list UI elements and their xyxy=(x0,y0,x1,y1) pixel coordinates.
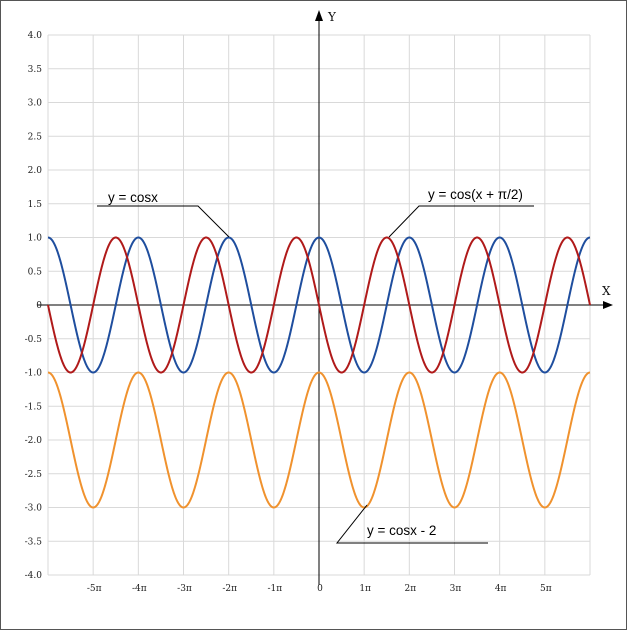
y-axis-label: Y xyxy=(327,10,337,24)
y-tick-label: -2.0 xyxy=(25,436,43,446)
x-tick-label: 3π xyxy=(450,584,462,594)
y-tick-label: 3.0 xyxy=(28,99,43,109)
y-tick-label: 1.0 xyxy=(28,234,43,244)
y-tick-label: -3.0 xyxy=(25,504,43,514)
annotation-leader-cosx xyxy=(97,205,230,238)
tick-labels: 4.0 3.5 3.0 2.5 2.0 1.5 1.0 0.5 0 -0.5 -1.0 -1.5 -2.… xyxy=(25,31,552,594)
x-tick-label: 0 xyxy=(317,584,323,594)
series-lines xyxy=(47,236,591,509)
x-tick-label: -5π xyxy=(87,584,102,594)
series-line-1 xyxy=(47,236,591,374)
y-axis-arrow-icon xyxy=(315,10,323,21)
x-axis-label: X xyxy=(602,284,611,298)
annotation-leader-cosx-minus-2 xyxy=(335,504,488,544)
x-tick-label: 2π xyxy=(405,584,417,594)
x-tick-label: 1π xyxy=(359,584,371,594)
y-tick-label: 3.5 xyxy=(28,65,43,75)
annotations: y = cosx y = cos(x + π/2) y = cosx - 2 xyxy=(97,187,534,544)
x-tick-label: 5π xyxy=(540,584,552,594)
annotation-cos-shift: y = cos(x + π/2) xyxy=(428,187,523,202)
x-axis-arrow-icon xyxy=(603,301,613,309)
y-tick-label: 4.0 xyxy=(28,31,43,41)
series-line-0 xyxy=(47,236,591,374)
y-tick-label: -1.5 xyxy=(25,402,43,412)
y-tick-label: 2.5 xyxy=(28,132,43,142)
annotation-cosx-minus-2: y = cosx - 2 xyxy=(367,523,436,538)
y-tick-label: 1.5 xyxy=(28,200,43,210)
axes: X Y xyxy=(37,10,613,585)
y-tick-label: -0.5 xyxy=(25,335,43,345)
x-tick-label: 4π xyxy=(495,584,507,594)
x-tick-label: -1π xyxy=(267,584,282,594)
x-tick-label: -3π xyxy=(177,584,192,594)
y-tick-label: 2.0 xyxy=(28,166,43,176)
x-tick-label: -2π xyxy=(222,584,237,594)
x-tick-label: -4π xyxy=(132,584,147,594)
y-tick-label: -3.5 xyxy=(25,537,43,547)
series-line-2 xyxy=(47,371,591,509)
annotation-leader-cos-shift xyxy=(388,205,534,238)
y-tick-label: 0.5 xyxy=(28,267,43,277)
annotation-cosx: y = cosx xyxy=(108,190,158,205)
y-tick-label: -1.0 xyxy=(25,369,43,379)
y-tick-label: -2.5 xyxy=(25,470,43,480)
y-tick-label: -4.0 xyxy=(25,571,43,581)
y-tick-label: 0 xyxy=(36,301,42,311)
